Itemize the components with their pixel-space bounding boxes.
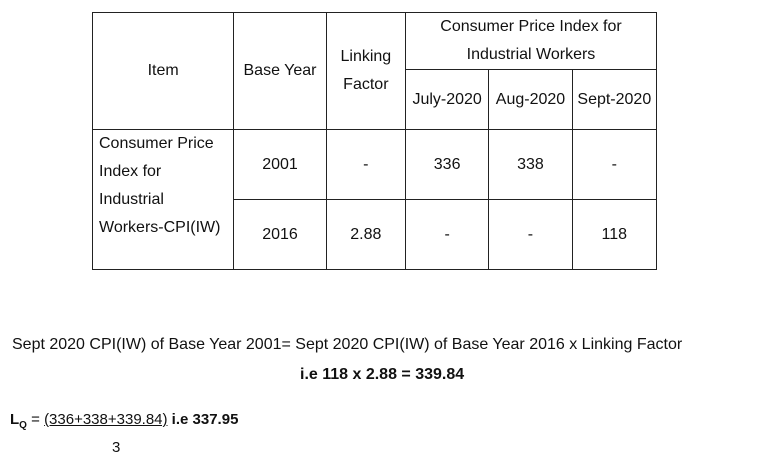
lq-numerator: (336+338+339.84) bbox=[44, 411, 168, 428]
row-2016-linking-factor: 2.88 bbox=[325, 199, 406, 270]
lq-answer: i.e 337.95 bbox=[167, 411, 239, 428]
lq-equals: = bbox=[26, 411, 45, 428]
row-2016-sept: 118 bbox=[571, 199, 658, 270]
header-item: Item bbox=[91, 12, 235, 130]
row-2001-july: 336 bbox=[404, 129, 490, 200]
row-2016-july: - bbox=[404, 199, 490, 270]
header-month-sept: Sept-2020 bbox=[571, 69, 658, 130]
row-2016-base-year: 2016 bbox=[233, 199, 327, 270]
formula-result: i.e 118 x 2.88 = 339.84 bbox=[300, 366, 465, 383]
header-month-aug: Aug-2020 bbox=[488, 69, 573, 130]
header-linking-factor: Linking Factor bbox=[325, 12, 406, 130]
row-2016-aug: - bbox=[488, 199, 573, 270]
lq-formula: LQ = (336+338+339.84) i.e 337.95 bbox=[10, 411, 238, 431]
header-cpi-group: Consumer Price Index for Industrial Work… bbox=[404, 12, 658, 70]
row-2001-linking-factor: - bbox=[325, 129, 406, 200]
formula-statement: Sept 2020 CPI(IW) of Base Year 2001= Sep… bbox=[12, 336, 683, 353]
header-month-july: July-2020 bbox=[404, 69, 490, 130]
lq-denominator: 3 bbox=[112, 439, 121, 456]
lq-symbol: L bbox=[10, 411, 20, 428]
item-label: Consumer Price Index for Industrial Work… bbox=[91, 129, 235, 270]
header-base-year: Base Year bbox=[233, 12, 327, 130]
cpi-table: Item Base Year Linking Factor Consumer P… bbox=[91, 12, 658, 270]
row-2001-sept: - bbox=[571, 129, 658, 200]
lq-subscript: Q bbox=[19, 420, 27, 431]
row-2001-base-year: 2001 bbox=[233, 129, 327, 200]
row-2001-aug: 338 bbox=[488, 129, 573, 200]
